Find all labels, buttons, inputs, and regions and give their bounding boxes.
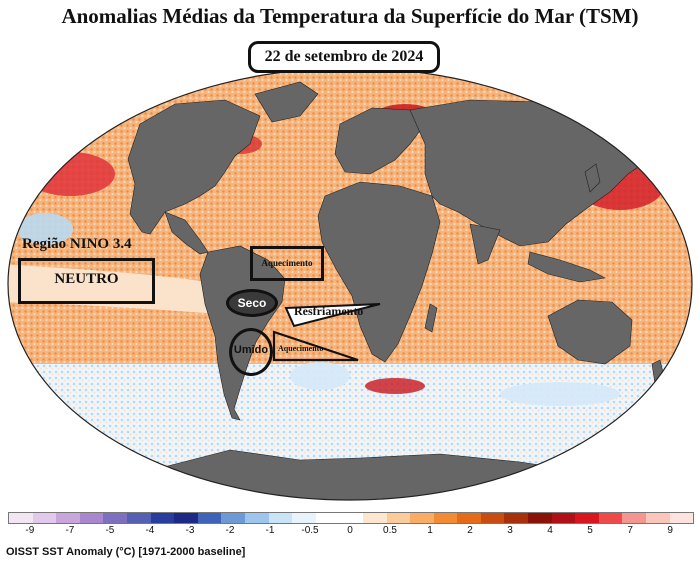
colorbar (8, 512, 694, 524)
colorbar-swatch (32, 513, 57, 523)
madagascar (424, 303, 438, 333)
nino-status-value: NEUTRO (54, 271, 119, 287)
resfriamento-triangle (284, 303, 381, 328)
colorbar-tick-label: -1 (265, 525, 275, 536)
southeast-asia-islands (527, 251, 606, 283)
colorbar-ticks: -9 -7 -5 -4 -3 -2 -1 -0.5 0 0.5 1 2 3 4 5 7 9 (8, 525, 692, 539)
colorbar-swatch (480, 513, 505, 523)
colorbar-swatch (79, 513, 104, 523)
colorbar-tick-label: -5 (105, 525, 115, 536)
colorbar-tick-label: 0.5 (383, 525, 397, 536)
colorbar-swatch (150, 513, 175, 523)
indian-cool-patch (500, 382, 620, 406)
nino-region-label: Região NINO 3.4 (22, 236, 132, 252)
aquecimento-south-label: Aquecimento (278, 344, 324, 353)
north-america (127, 99, 261, 235)
aquecimento-triangle (272, 330, 359, 362)
umido-ellipse: Umido (229, 328, 273, 376)
colorbar-swatch (103, 513, 127, 523)
colorbar-swatch (126, 513, 151, 523)
colorbar-swatch (410, 513, 434, 523)
colorbar-tick-label: 7 (627, 525, 633, 536)
colorbar-swatch (575, 513, 599, 523)
seco-ellipse: Seco (226, 289, 278, 317)
colorbar-swatch (244, 513, 269, 523)
japan (584, 163, 601, 193)
colorbar-tick-label: 9 (667, 525, 673, 536)
pacific-cool-patch (17, 213, 73, 245)
antarctica (8, 449, 692, 500)
colorbar-swatch (221, 513, 245, 523)
colorbar-tick-label: 2 (467, 525, 473, 536)
colorbar-tick-label: -3 (185, 525, 195, 536)
greenland (254, 81, 319, 123)
colorbar-tick-label: 1 (427, 525, 433, 536)
colorbar-tick-label: -4 (145, 525, 155, 536)
colorbar-tick-label: 3 (507, 525, 513, 536)
nino-status-box: NEUTRO (18, 258, 155, 304)
colorbar-swatch (433, 513, 458, 523)
colorbar-swatch (528, 513, 552, 523)
colorbar-tick-label: -0.5 (301, 525, 319, 536)
resfriamento-label: Resfriamento (294, 304, 364, 318)
colorbar-swatch (504, 513, 529, 523)
colorbar-swatch (646, 513, 670, 523)
colorbar-swatch (339, 513, 363, 523)
colorbar-swatch (197, 513, 222, 523)
atlantic-cool-patch (290, 362, 350, 390)
south-atlantic-warm (365, 378, 425, 394)
colorbar-swatch (56, 513, 80, 523)
colorbar-swatch (598, 513, 623, 523)
seco-label: Seco (237, 296, 267, 310)
colorbar-tick-label: 5 (587, 525, 593, 536)
india (469, 223, 501, 265)
africa (317, 181, 441, 363)
colorbar-swatch (315, 513, 340, 523)
colorbar-swatch (292, 513, 316, 523)
umido-label: Umido (233, 344, 269, 356)
colorbar-tick-label: -9 (25, 525, 35, 536)
aquecimento-atlantic-label: Aquecimento (261, 258, 313, 268)
colorbar-swatch (622, 513, 647, 523)
colorbar-tick-label: -7 (65, 525, 75, 536)
footer-caption: OISST SST Anomaly (°C) [1971-2000 baseli… (6, 546, 246, 558)
date-badge: 22 de setembro de 2024 (248, 41, 440, 73)
colorbar-tick-label: 4 (547, 525, 553, 536)
europe (334, 107, 426, 175)
aquecimento-atlantic-box: Aquecimento (250, 246, 324, 281)
colorbar-swatch (9, 513, 33, 523)
australia (547, 299, 633, 365)
sst-anomaly-map (7, 67, 693, 501)
colorbar-swatch (669, 513, 694, 523)
central-america (164, 211, 209, 255)
north-pacific-warm-west (25, 152, 115, 196)
colorbar-swatch (386, 513, 411, 523)
colorbar-swatch (268, 513, 293, 523)
colorbar-tick-label: -2 (225, 525, 235, 536)
colorbar-swatch (551, 513, 576, 523)
colorbar-tick-label: 0 (347, 525, 353, 536)
colorbar-swatch (362, 513, 387, 523)
page-title: Anomalias Médias da Temperatura da Super… (61, 4, 639, 28)
colorbar-swatch (457, 513, 481, 523)
colorbar-swatch (174, 513, 198, 523)
